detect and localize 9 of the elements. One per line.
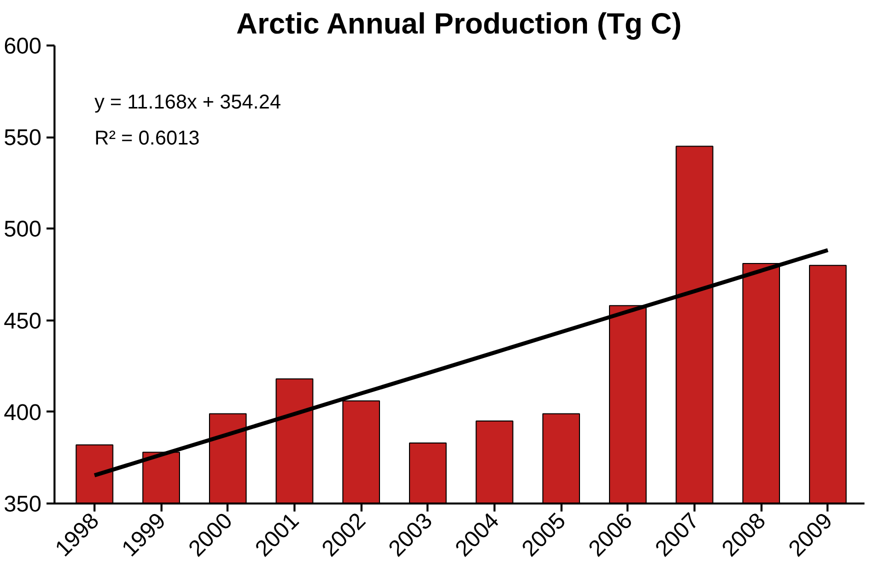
- y-tick-label: 600: [4, 32, 42, 58]
- y-tick-label: 450: [4, 307, 42, 334]
- y-tick-label: 350: [4, 490, 42, 516]
- y-tick-label: 550: [4, 124, 42, 150]
- y-tick-label: 500: [4, 216, 42, 242]
- annotation: y = 11.168x + 354.24: [94, 92, 281, 114]
- chart-title: Arctic Annual Production (Tg C): [236, 8, 682, 40]
- y-tick-label: 400: [4, 398, 42, 425]
- annotation: R² = 0.6013: [94, 128, 200, 150]
